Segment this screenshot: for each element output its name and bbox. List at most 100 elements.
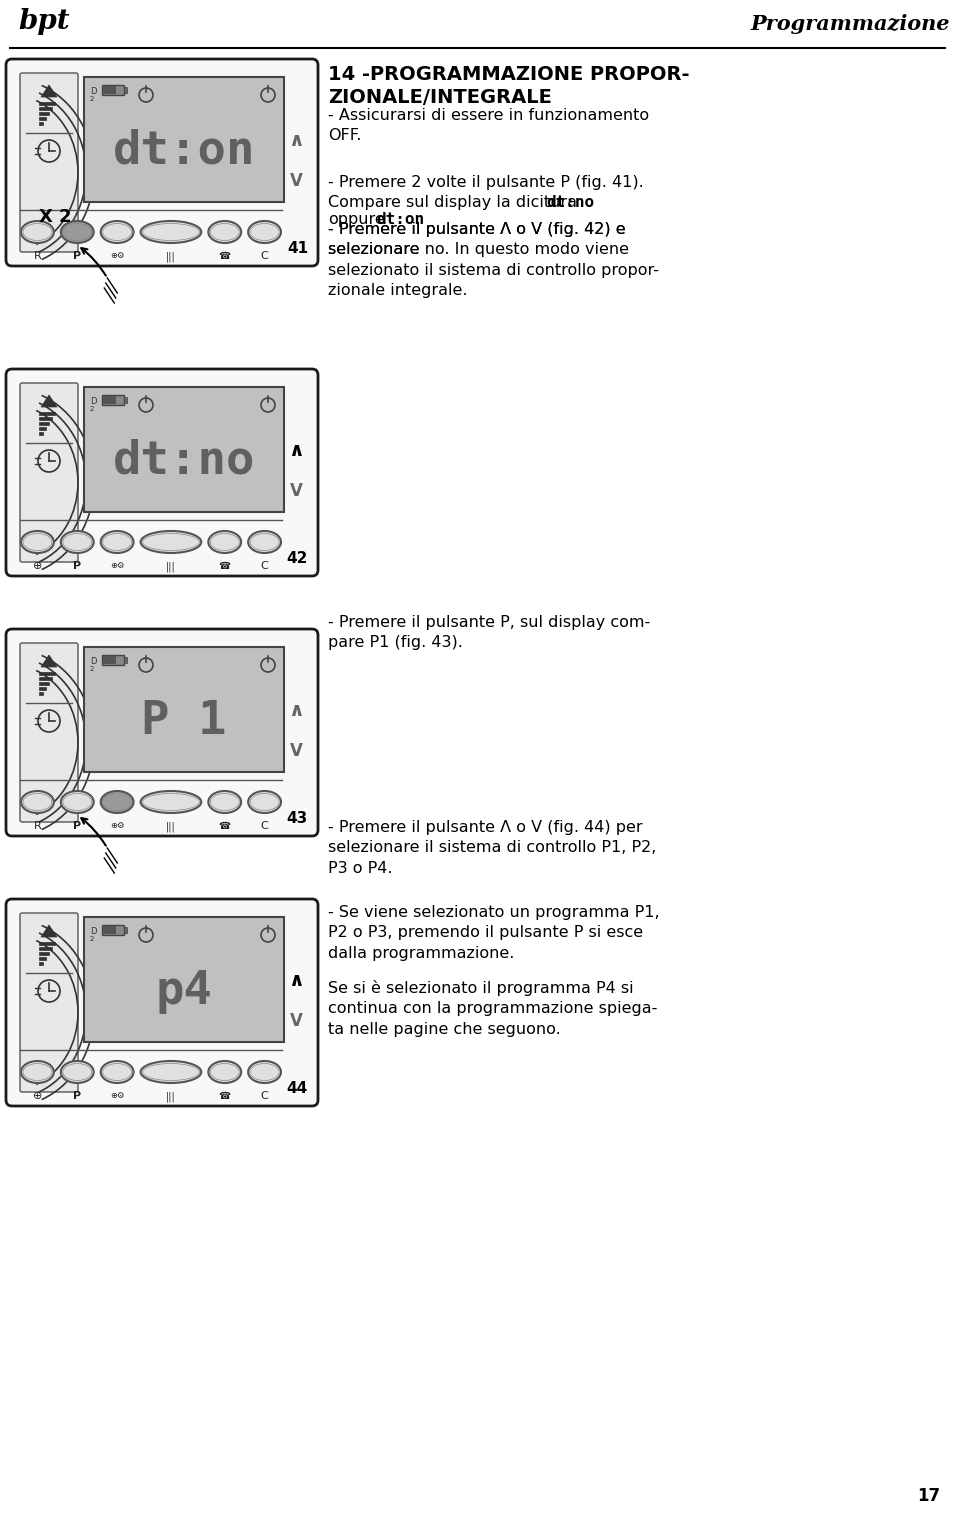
Text: Compare sul display la dicitura: Compare sul display la dicitura xyxy=(328,195,582,210)
Text: D: D xyxy=(90,927,97,935)
Text: C: C xyxy=(261,251,269,261)
Polygon shape xyxy=(41,395,57,407)
Text: ∧: ∧ xyxy=(288,701,304,720)
Bar xyxy=(39,102,55,105)
Text: ⊕⚙: ⊕⚙ xyxy=(109,1091,125,1100)
Text: R: R xyxy=(34,821,41,831)
Text: 42: 42 xyxy=(287,552,308,565)
Ellipse shape xyxy=(60,220,94,243)
Bar xyxy=(39,672,55,675)
Ellipse shape xyxy=(208,1061,241,1082)
Text: dt:no: dt:no xyxy=(112,439,255,483)
Text: - Premere il pulsante Λ o V (fig. 42) e
selezionare: - Premere il pulsante Λ o V (fig. 42) e … xyxy=(328,222,626,257)
Text: ⊕⚙: ⊕⚙ xyxy=(109,251,125,260)
Text: ∧: ∧ xyxy=(288,131,304,150)
Ellipse shape xyxy=(101,790,133,813)
Text: oppure: oppure xyxy=(328,211,385,226)
Text: |||: ||| xyxy=(166,822,176,833)
Ellipse shape xyxy=(248,790,281,813)
Text: V: V xyxy=(290,172,302,190)
Text: P: P xyxy=(73,821,82,831)
Bar xyxy=(39,682,49,686)
Bar xyxy=(102,655,124,666)
Text: dt:on: dt:on xyxy=(112,129,255,173)
Bar xyxy=(102,926,124,935)
Text: D: D xyxy=(90,657,97,666)
Text: 44: 44 xyxy=(287,1081,308,1096)
Bar xyxy=(39,423,49,426)
Text: |||: ||| xyxy=(166,562,176,573)
Bar xyxy=(102,395,124,404)
Bar xyxy=(39,412,55,415)
Bar xyxy=(39,106,52,109)
Bar xyxy=(84,648,284,772)
Text: 14 -PROGRAMMAZIONE PROPOR-
ZIONALE/INTEGRALE: 14 -PROGRAMMAZIONE PROPOR- ZIONALE/INTEG… xyxy=(328,65,689,106)
Ellipse shape xyxy=(248,530,281,553)
Text: 17: 17 xyxy=(917,1487,940,1505)
FancyBboxPatch shape xyxy=(6,59,318,266)
Bar xyxy=(124,927,127,933)
Text: ∧: ∧ xyxy=(288,441,304,461)
Polygon shape xyxy=(41,85,57,97)
Bar xyxy=(84,917,284,1043)
Text: 2: 2 xyxy=(90,666,94,672)
Bar xyxy=(103,657,116,664)
FancyBboxPatch shape xyxy=(20,73,78,252)
FancyBboxPatch shape xyxy=(20,383,78,562)
Text: C: C xyxy=(261,561,269,572)
Bar xyxy=(39,952,49,955)
Text: dt:on: dt:on xyxy=(376,211,424,226)
Text: - Premere 2 volte il pulsante P (fig. 41).: - Premere 2 volte il pulsante P (fig. 41… xyxy=(328,175,644,190)
Ellipse shape xyxy=(60,530,94,553)
Text: ⊕⚙: ⊕⚙ xyxy=(109,821,125,830)
Text: 2: 2 xyxy=(90,96,94,102)
Bar xyxy=(103,397,116,404)
Ellipse shape xyxy=(21,790,54,813)
Bar xyxy=(124,397,127,403)
Ellipse shape xyxy=(60,790,94,813)
Ellipse shape xyxy=(208,220,241,243)
Text: ☎: ☎ xyxy=(219,821,230,831)
Bar xyxy=(39,416,52,420)
FancyBboxPatch shape xyxy=(6,629,318,836)
Ellipse shape xyxy=(21,530,54,553)
Ellipse shape xyxy=(21,1061,54,1082)
Bar xyxy=(84,78,284,202)
Bar xyxy=(39,676,52,679)
Text: V: V xyxy=(290,482,302,500)
Text: - Premere il pulsante P, sul display com-
pare P1 (fig. 43).: - Premere il pulsante P, sul display com… xyxy=(328,616,650,651)
Text: C: C xyxy=(261,1091,269,1100)
Polygon shape xyxy=(41,655,57,667)
Bar xyxy=(39,122,43,125)
Text: Se si è selezionato il programma P4 si
continua con la programmazione spiega-
ta: Se si è selezionato il programma P4 si c… xyxy=(328,980,658,1037)
Bar xyxy=(124,657,127,663)
Ellipse shape xyxy=(208,790,241,813)
FancyBboxPatch shape xyxy=(6,369,318,576)
Text: D: D xyxy=(90,87,97,96)
Text: ☎: ☎ xyxy=(219,561,230,572)
Text: P: P xyxy=(73,251,82,261)
Bar xyxy=(39,962,43,965)
Bar xyxy=(39,942,55,945)
Ellipse shape xyxy=(140,1061,202,1082)
FancyBboxPatch shape xyxy=(20,914,78,1091)
Text: P: P xyxy=(73,561,82,572)
Ellipse shape xyxy=(21,220,54,243)
Bar xyxy=(39,687,46,690)
Text: P 1: P 1 xyxy=(141,699,227,743)
Text: dt:no: dt:no xyxy=(546,195,594,210)
Text: ⊕: ⊕ xyxy=(33,1091,42,1100)
Polygon shape xyxy=(41,926,57,936)
Ellipse shape xyxy=(101,530,133,553)
Ellipse shape xyxy=(140,530,202,553)
Text: 2: 2 xyxy=(90,406,94,412)
Text: ☎: ☎ xyxy=(219,1091,230,1100)
Text: 43: 43 xyxy=(287,812,308,825)
Ellipse shape xyxy=(208,530,241,553)
Text: - Premere il pulsante Λ o V (fig. 44) per
selezionare il sistema di controllo P1: - Premere il pulsante Λ o V (fig. 44) pe… xyxy=(328,819,657,876)
Ellipse shape xyxy=(140,790,202,813)
Ellipse shape xyxy=(140,220,202,243)
Bar xyxy=(39,427,46,430)
Ellipse shape xyxy=(101,1061,133,1082)
Bar xyxy=(39,112,49,116)
